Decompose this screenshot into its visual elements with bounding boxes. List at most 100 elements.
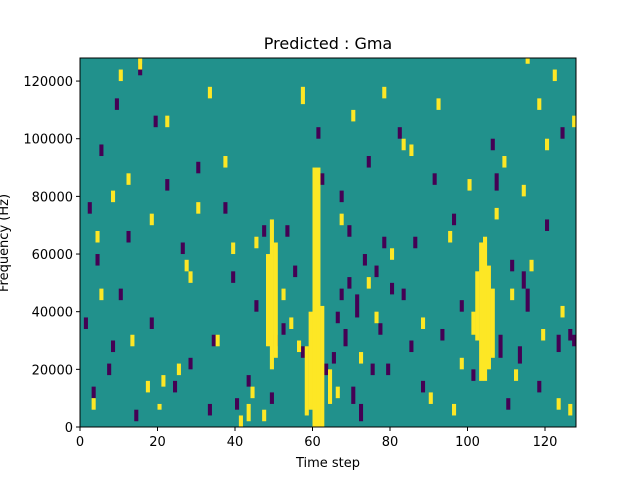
- heatmap-cell-low: [83, 317, 88, 329]
- heatmap-cell-low: [490, 138, 495, 151]
- heatmap-cell-high: [467, 179, 472, 191]
- y-axis-label: Frequency (Hz): [0, 194, 12, 292]
- heatmap-cell-high: [320, 305, 325, 427]
- heatmap-cell-high: [297, 340, 302, 353]
- heatmap-cell-high: [289, 317, 294, 329]
- heatmap-cell-high: [254, 236, 259, 249]
- heatmap-cell-low: [335, 311, 340, 324]
- heatmap-cell-low: [370, 363, 375, 376]
- heatmap-cell-high: [486, 265, 491, 370]
- x-tick-label: 0: [76, 435, 84, 450]
- heatmap-cell-low: [401, 288, 406, 301]
- heatmap-cell-high: [246, 403, 251, 422]
- heatmap-cell-low: [211, 334, 216, 347]
- heatmap-cell-high: [421, 317, 426, 329]
- heatmap-cell-high: [281, 288, 286, 301]
- axes-frame: [79, 57, 577, 428]
- heatmap-cell-high: [537, 98, 542, 110]
- heatmap-cell-high: [556, 398, 561, 410]
- heatmap-cell-low: [231, 271, 236, 283]
- heatmap-cell-high: [118, 69, 123, 82]
- heatmap-cell-low: [165, 179, 170, 191]
- heatmap-cell-low: [537, 380, 542, 393]
- heatmap-cell-high: [490, 288, 495, 358]
- heatmap-cell-high: [483, 236, 488, 381]
- heatmap-cell-low: [134, 409, 139, 422]
- heatmap-cell-low: [331, 352, 336, 364]
- heatmap-cell-high: [382, 86, 387, 99]
- heatmap-cell-low: [421, 380, 426, 393]
- heatmap-cell-low: [409, 340, 414, 353]
- heatmap-cell-low: [285, 225, 290, 237]
- x-tick-label: 80: [382, 435, 399, 450]
- chart-title: Predicted : Gma: [264, 34, 392, 53]
- heatmap-cell-low: [471, 369, 476, 381]
- heatmap-cell-low: [293, 265, 298, 278]
- heatmap-cell-high: [514, 369, 519, 381]
- heatmap-cell-high: [572, 115, 577, 128]
- heatmap-cell-high: [335, 386, 340, 399]
- heatmap-cell-low: [300, 346, 305, 358]
- heatmap-cell-low: [196, 161, 201, 174]
- heatmap-cell-high: [269, 219, 274, 370]
- heatmap-cell-high: [529, 259, 534, 272]
- x-tick-label: 60: [304, 435, 321, 450]
- y-axis: 0 20000 40000 60000 80000 100000 120000: [23, 75, 80, 436]
- heatmap-cell-low: [95, 254, 100, 266]
- heatmap-cell-low: [498, 334, 503, 358]
- heatmap-cell-low: [355, 294, 360, 318]
- heatmap-cell-high: [459, 357, 464, 370]
- x-tick-label: 20: [149, 435, 166, 450]
- heatmap-cell-low: [153, 115, 158, 128]
- heatmap-cell-high: [161, 375, 166, 387]
- heatmap-cell-high: [521, 184, 526, 197]
- y-tick-label: 20000: [32, 363, 73, 378]
- heatmap-cell-low: [223, 202, 228, 214]
- heatmap-cell-high: [541, 328, 546, 341]
- heatmap-cell-low: [521, 271, 526, 289]
- heatmap-cell-low: [149, 317, 154, 329]
- heatmap-cell-low: [390, 282, 395, 295]
- heatmap-cell-high: [95, 230, 100, 243]
- heatmap-cell-high: [91, 398, 96, 410]
- heatmap-cell-low: [343, 328, 348, 347]
- y-tick-label: 40000: [32, 306, 73, 321]
- heatmap-cell-low: [347, 225, 352, 237]
- heatmap-cell-high: [494, 207, 499, 220]
- y-tick-label: 0: [65, 421, 73, 436]
- plot-area: [79, 57, 577, 428]
- heatmap-cell-high: [184, 259, 189, 272]
- heatmap-cell-high: [111, 190, 116, 203]
- heatmap-cell-low: [118, 288, 123, 301]
- heatmap-cell-low: [545, 219, 550, 231]
- heatmap-cell-low: [506, 398, 511, 410]
- y-tick-label: 100000: [23, 133, 73, 148]
- heatmap-cell-high: [300, 86, 305, 105]
- heatmap-cell-high: [390, 248, 395, 260]
- heatmap-cell-low: [560, 127, 565, 139]
- heatmap-cell-low: [432, 173, 437, 185]
- heatmap-cell-high: [479, 242, 484, 381]
- heatmap-cell-high: [126, 173, 131, 185]
- heatmap-cell-high: [196, 202, 201, 214]
- heatmap-cell-high: [510, 288, 515, 301]
- heatmap-cell-low: [359, 403, 364, 422]
- heatmap-cell-high: [145, 380, 150, 393]
- heatmap-cell-low: [188, 357, 193, 370]
- heatmap-cell-high: [273, 242, 278, 358]
- heatmap-cells: [83, 58, 577, 427]
- heatmap-cell-low: [347, 277, 352, 289]
- heatmap-cell-low: [246, 375, 251, 387]
- heatmap-cell-low: [320, 173, 325, 185]
- heatmap-cell-low: [362, 254, 367, 266]
- heatmap-cell-high: [250, 386, 255, 399]
- heatmap-cell-low: [452, 213, 457, 226]
- heatmap-cell-high: [568, 403, 573, 416]
- heatmap-cell-high: [176, 363, 181, 376]
- heatmap-cell-low: [339, 190, 344, 203]
- heatmap-cell-low: [525, 288, 530, 312]
- heatmap-cell-high: [316, 167, 321, 427]
- heatmap-cell-high: [304, 346, 309, 416]
- heatmap-cell-high: [231, 242, 236, 255]
